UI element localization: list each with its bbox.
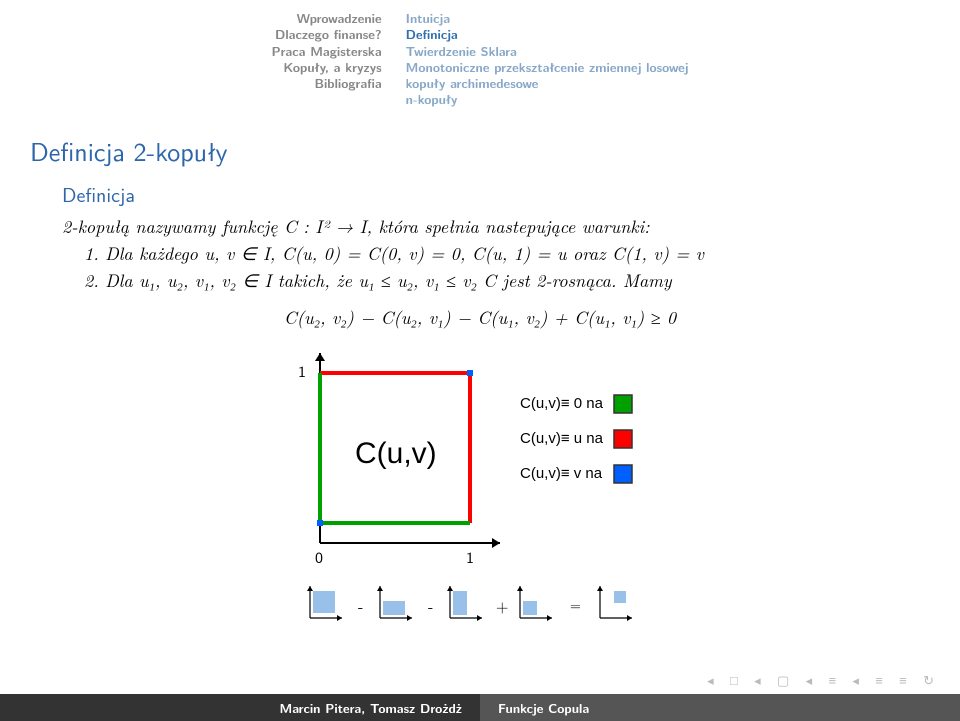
legend: C(u,v)≡ 0 na C(u,v)≡ u na C(u,v)≡ v na bbox=[520, 395, 632, 483]
def-item1: 1. Dla każdego u, v ∈ I, C(u, 0) = C(0, … bbox=[84, 240, 898, 267]
block-title: Definicja bbox=[62, 180, 960, 209]
svg-text:-: - bbox=[428, 594, 433, 617]
slide-footer: Marcin Pitera, Tomasz Drożdż Funkcje Cop… bbox=[0, 694, 960, 720]
legend-1-txt: C(u,v)≡ u na bbox=[520, 430, 604, 447]
outline-r5: n-kopuły bbox=[406, 91, 689, 107]
xlabel-1: 1 bbox=[466, 545, 474, 568]
frame-title: Definicja 2-kopuły bbox=[30, 132, 960, 170]
outline-right: Intuicja Definicja Twierdzenie Sklara Mo… bbox=[406, 10, 689, 108]
legend-0-txt: C(u,v)≡ 0 na bbox=[520, 395, 604, 412]
definition-body: 2-kopułą nazywamy funkcję C : I² → I, kt… bbox=[62, 213, 898, 331]
figure: C(u,v) 1 0 1 C(u,v)≡ 0 na C(u,v)≡ u na C… bbox=[200, 353, 760, 633]
slide-header: Wprowadzenie Dlaczego finanse? Praca Mag… bbox=[0, 0, 960, 114]
footer-author: Marcin Pitera, Tomasz Drożdż bbox=[0, 694, 480, 721]
ylabel-1: 1 bbox=[298, 359, 306, 382]
def-item2: 2. Dla u₁, u₂, v₁, v₂ ∈ I takich, że u₁ … bbox=[84, 267, 898, 294]
xlabel-0: 0 bbox=[315, 545, 323, 568]
outline-left: Wprowadzenie Dlaczego finanse? Praca Mag… bbox=[271, 10, 381, 108]
legend-2-txt: C(u,v)≡ v na bbox=[520, 465, 603, 482]
mini-row: - - + = bbox=[307, 586, 632, 621]
svg-text:-: - bbox=[358, 594, 363, 617]
center-label: C(u,v) bbox=[355, 437, 437, 470]
outline-l4: Bibliografia bbox=[271, 75, 381, 91]
svg-text:+: + bbox=[496, 594, 508, 617]
beamer-nav-icons[interactable]: ◂ □ ◂ ▢ ◂ ≡ ◂ ≡ ≡ ↻ bbox=[707, 671, 940, 690]
def-intro: 2-kopułą nazywamy funkcję C : I² → I, kt… bbox=[62, 213, 898, 240]
figure-svg: C(u,v) 1 0 1 C(u,v)≡ 0 na C(u,v)≡ u na C… bbox=[200, 353, 760, 633]
footer-title: Funkcje Copula bbox=[480, 694, 960, 721]
svg-text:=: = bbox=[570, 595, 581, 615]
def-formula: C(u₂, v₂) − C(u₂, v₁) − C(u₁, v₂) + C(u₁… bbox=[62, 304, 898, 331]
